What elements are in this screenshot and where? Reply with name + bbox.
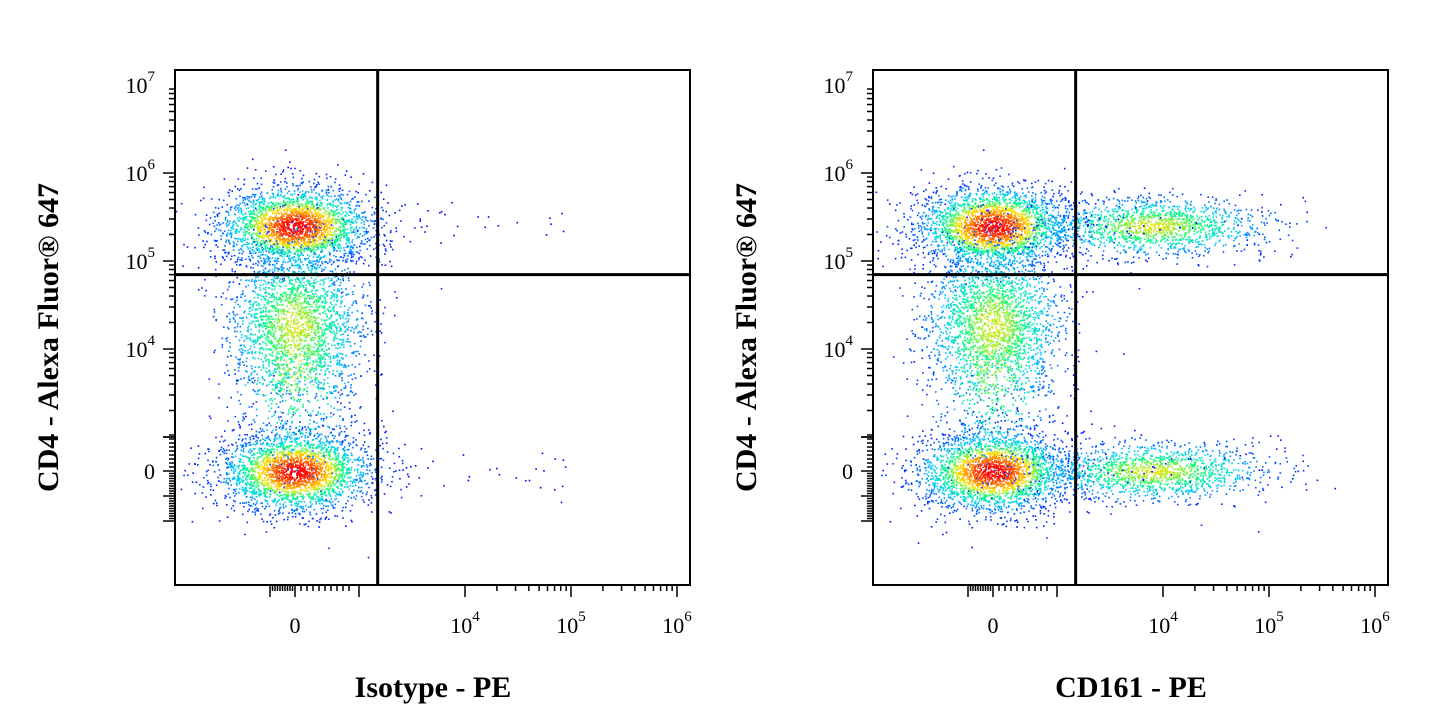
x-tick-label: 0 (290, 613, 301, 638)
y-tick-label: 0 (144, 459, 155, 484)
y-tick-label: 105 (126, 245, 156, 274)
x-tick-label: 105 (556, 609, 586, 638)
y-tick-label: 104 (126, 333, 156, 362)
y-tick-label: 105 (824, 245, 854, 274)
panel-1: 0 104 105 106 0 104 105 106 107 Isotype - PE CD4 -… (32, 69, 692, 704)
plot-frame (174, 69, 691, 586)
plot-frame (872, 69, 1389, 586)
panel-2: 0 104 105 106 0 104 105 106 107 CD161 - PE CD4 - A… (730, 69, 1390, 704)
x-tick-label: 104 (1148, 609, 1178, 638)
y-tick-label: 0 (842, 459, 853, 484)
x-axis-title: CD161 - PE (1055, 671, 1207, 704)
y-tick-label: 106 (126, 157, 156, 186)
y-tick-label: 107 (824, 69, 854, 98)
x-axis-title: Isotype - PE (355, 671, 512, 704)
y-tick-label: 104 (824, 333, 854, 362)
x-tick-label: 106 (662, 609, 692, 638)
x-tick-label: 104 (450, 609, 480, 638)
scatter-points (175, 149, 567, 559)
y-axis-ticks (861, 88, 873, 522)
x-tick-label: 106 (1360, 609, 1390, 638)
scatter-points (875, 149, 1336, 549)
y-axis-ticks (163, 88, 175, 522)
x-axis-ticks (967, 585, 1376, 597)
y-axis-title: CD4 - Alexa Fluor® 647 (32, 183, 65, 492)
y-axis-title: CD4 - Alexa Fluor® 647 (730, 183, 763, 492)
y-tick-label: 106 (824, 157, 854, 186)
y-tick-label: 107 (126, 69, 156, 98)
x-axis-ticks (269, 585, 678, 597)
x-tick-label: 105 (1254, 609, 1284, 638)
x-tick-label: 0 (988, 613, 999, 638)
